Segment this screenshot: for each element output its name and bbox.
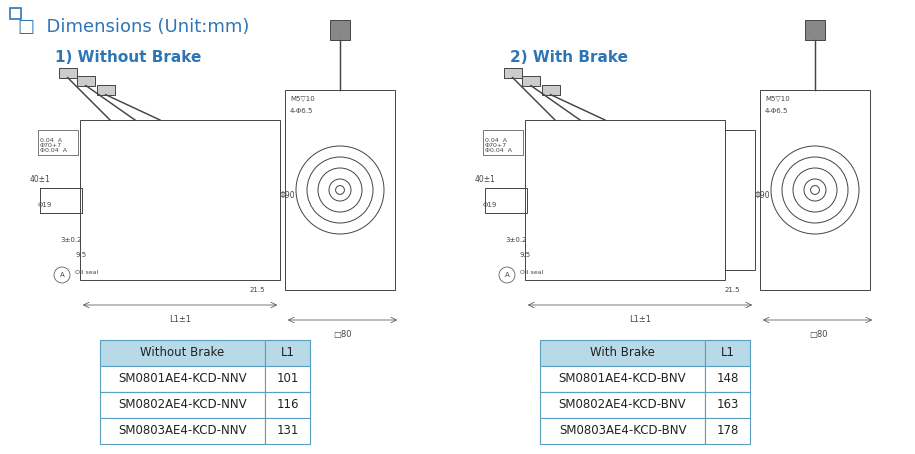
Text: 3±0.2: 3±0.2 (60, 237, 81, 243)
Text: L1±1: L1±1 (169, 315, 191, 324)
Bar (38, 130, 78, 155)
Text: SM0802AE4-KCD-NNV: SM0802AE4-KCD-NNV (118, 399, 247, 411)
Bar (80, 120, 280, 280)
Text: 3±0.2: 3±0.2 (505, 237, 526, 243)
Text: Oil seal: Oil seal (520, 270, 544, 275)
Text: Φ19: Φ19 (483, 202, 498, 208)
Text: SM0803AE4-KCD-BNV: SM0803AE4-KCD-BNV (559, 424, 686, 438)
Bar (705, 418, 750, 444)
Text: Φ0.04  A: Φ0.04 A (40, 148, 67, 153)
Text: SM0803AE4-KCD-NNV: SM0803AE4-KCD-NNV (118, 424, 247, 438)
Text: Φ90: Φ90 (280, 191, 296, 199)
Bar (522, 75, 540, 86)
Bar (525, 120, 725, 280)
Bar (805, 20, 825, 40)
Text: Φ70+7: Φ70+7 (485, 143, 507, 148)
Bar (285, 90, 395, 290)
Bar (540, 340, 705, 366)
Bar (265, 418, 310, 444)
Text: SM0801AE4-KCD-BNV: SM0801AE4-KCD-BNV (559, 372, 686, 385)
Text: □  Dimensions (Unit:mm): □ Dimensions (Unit:mm) (18, 18, 250, 36)
Text: M5▽10: M5▽10 (290, 95, 315, 101)
Text: 148: 148 (716, 372, 738, 385)
Text: L1: L1 (720, 346, 735, 360)
Bar (485, 188, 527, 213)
Text: M5▽10: M5▽10 (765, 95, 790, 101)
Text: L1: L1 (281, 346, 295, 360)
Text: 163: 163 (716, 399, 738, 411)
Text: Φ19: Φ19 (38, 202, 52, 208)
Text: 1) Without Brake: 1) Without Brake (55, 50, 201, 65)
Bar (265, 340, 310, 366)
Text: 116: 116 (276, 399, 299, 411)
Bar (330, 20, 350, 40)
Bar (542, 84, 560, 94)
Text: 9.5: 9.5 (520, 252, 531, 258)
Text: A: A (59, 272, 64, 278)
Text: Without Brake: Without Brake (140, 346, 224, 360)
Text: 4-Φ6.5: 4-Φ6.5 (290, 108, 313, 114)
Text: 0.04  A: 0.04 A (485, 138, 507, 143)
Text: 40±1: 40±1 (30, 176, 51, 184)
Text: 21.5: 21.5 (250, 287, 265, 293)
Text: 131: 131 (276, 424, 298, 438)
Bar (540, 366, 705, 392)
Bar (97, 84, 114, 94)
Text: Oil seal: Oil seal (75, 270, 98, 275)
Bar (760, 90, 870, 290)
Text: 40±1: 40±1 (475, 176, 496, 184)
Bar (483, 130, 523, 155)
Text: □80: □80 (334, 330, 352, 339)
Text: L1±1: L1±1 (629, 315, 651, 324)
Text: □80: □80 (809, 330, 827, 339)
Bar (100, 340, 265, 366)
Text: Φ70+7: Φ70+7 (40, 143, 62, 148)
Text: With Brake: With Brake (590, 346, 655, 360)
Bar (100, 366, 265, 392)
Bar (725, 130, 755, 270)
Text: Φ90: Φ90 (755, 191, 770, 199)
Bar (540, 418, 705, 444)
Text: 178: 178 (716, 424, 738, 438)
Bar (705, 366, 750, 392)
Bar (265, 366, 310, 392)
Bar (10, 8, 21, 19)
Bar (705, 340, 750, 366)
Text: SM0802AE4-KCD-BNV: SM0802AE4-KCD-BNV (559, 399, 686, 411)
Text: 101: 101 (276, 372, 298, 385)
Text: 21.5: 21.5 (725, 287, 740, 293)
Text: 4-Φ6.5: 4-Φ6.5 (765, 108, 789, 114)
Bar (59, 68, 77, 78)
Text: 0.04  A: 0.04 A (40, 138, 62, 143)
Text: SM0801AE4-KCD-NNV: SM0801AE4-KCD-NNV (118, 372, 247, 385)
Text: A: A (505, 272, 510, 278)
Bar (40, 188, 82, 213)
Bar (265, 392, 310, 418)
Text: 2) With Brake: 2) With Brake (510, 50, 628, 65)
Text: 9.5: 9.5 (75, 252, 86, 258)
Text: Φ0.04  A: Φ0.04 A (485, 148, 512, 153)
Bar (100, 418, 265, 444)
Bar (100, 392, 265, 418)
Bar (503, 68, 522, 78)
Bar (540, 392, 705, 418)
Bar (705, 392, 750, 418)
Bar (77, 75, 95, 86)
